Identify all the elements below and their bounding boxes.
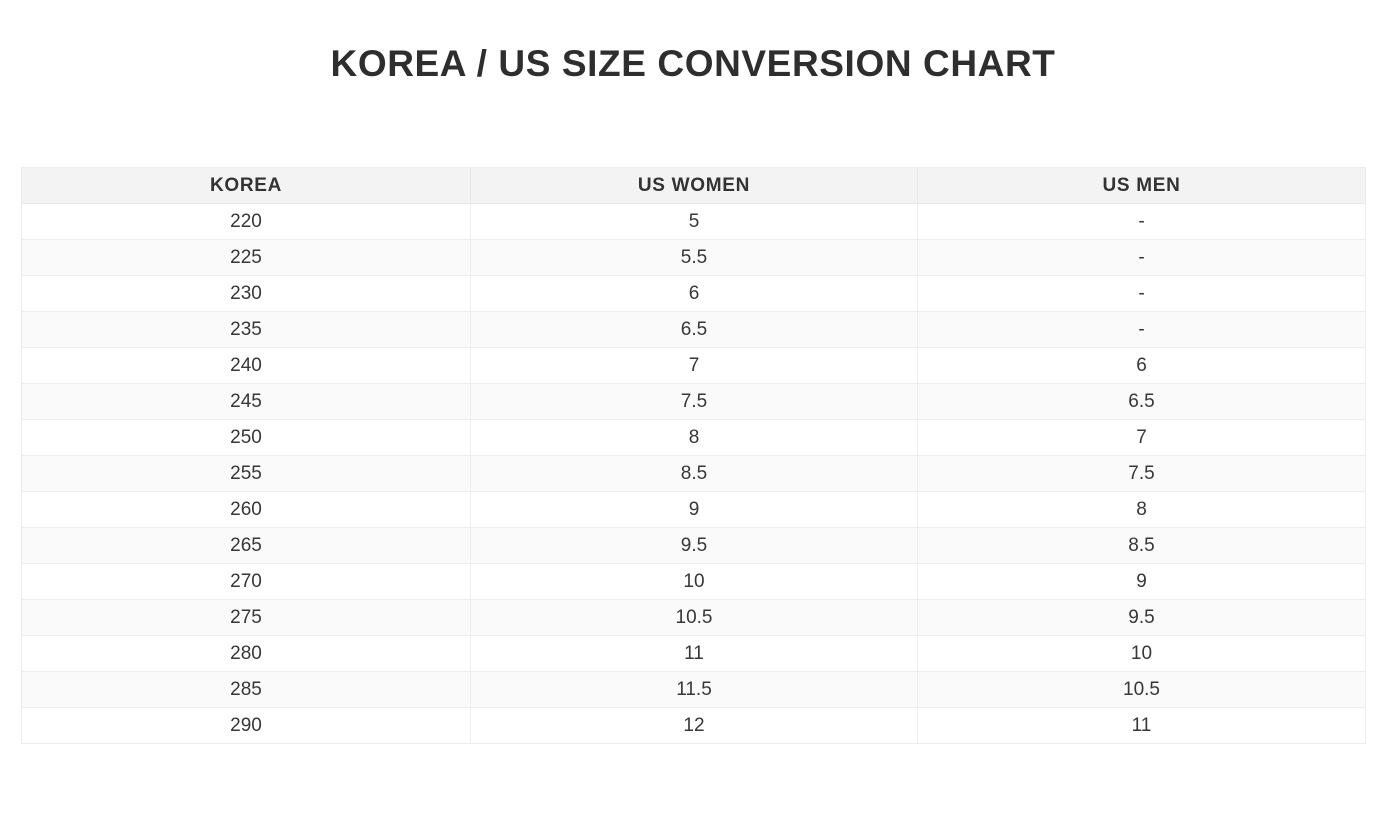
table-row: 235 6.5- (21, 311, 1366, 348)
cell-us-men: - (917, 311, 1366, 348)
table-row: 290 12 11 (21, 707, 1366, 744)
cell-us-men: 11 (917, 707, 1366, 744)
cell-korea: 225 (21, 239, 471, 276)
column-header-us-women: US WOMEN (470, 167, 918, 204)
cell-us-men: 7.5 (917, 455, 1366, 492)
table-row: 285 11.5 10.5 (21, 671, 1366, 708)
cell-us-men: 9.5 (917, 599, 1366, 636)
cell-korea: 230 (21, 275, 471, 312)
cell-korea: 270 (21, 563, 471, 600)
table-row: 250 8 7 (21, 419, 1366, 456)
cell-korea: 280 (21, 635, 471, 672)
cell-us-men: 10.5 (917, 671, 1366, 708)
size-conversion-table-container: KOREA US WOMEN US MEN 220 5-225 5.5-230 6-2… (21, 167, 1366, 744)
cell-us-women: 9 (470, 491, 918, 528)
cell-us-men: 8.5 (917, 527, 1366, 564)
table-row: 275 10.5 9.5 (21, 599, 1366, 636)
cell-us-women: 7.5 (470, 383, 918, 420)
cell-korea: 265 (21, 527, 471, 564)
cell-us-women: 9.5 (470, 527, 918, 564)
table-row: 245 7.5 6.5 (21, 383, 1366, 420)
cell-us-men: - (917, 203, 1366, 240)
cell-us-women: 10.5 (470, 599, 918, 636)
cell-us-women: 10 (470, 563, 918, 600)
table-row: 240 7 6 (21, 347, 1366, 384)
cell-korea: 250 (21, 419, 471, 456)
cell-korea: 260 (21, 491, 471, 528)
table-row: 220 5- (21, 203, 1366, 240)
table-row: 225 5.5- (21, 239, 1366, 276)
column-header-us-men: US MEN (917, 167, 1366, 204)
cell-us-men: - (917, 239, 1366, 276)
cell-korea: 290 (21, 707, 471, 744)
cell-us-men: 9 (917, 563, 1366, 600)
page-title: KOREA / US SIZE CONVERSION CHART (330, 42, 1056, 84)
cell-us-women: 11.5 (470, 671, 918, 708)
cell-us-women: 7 (470, 347, 918, 384)
table-row: 260 9 8 (21, 491, 1366, 528)
cell-korea: 245 (21, 383, 471, 420)
cell-us-men: 10 (917, 635, 1366, 672)
column-header-korea: KOREA (21, 167, 471, 204)
cell-korea: 240 (21, 347, 471, 384)
cell-korea: 275 (21, 599, 471, 636)
cell-korea: 235 (21, 311, 471, 348)
size-conversion-table: KOREA US WOMEN US MEN 220 5-225 5.5-230 6-2… (21, 167, 1366, 744)
cell-korea: 220 (21, 203, 471, 240)
cell-korea: 285 (21, 671, 471, 708)
cell-us-men: 8 (917, 491, 1366, 528)
table-row: 255 8.5 7.5 (21, 455, 1366, 492)
table-row: 230 6- (21, 275, 1366, 312)
cell-us-men: - (917, 275, 1366, 312)
cell-us-women: 8.5 (470, 455, 918, 492)
table-row: 280 11 10 (21, 635, 1366, 672)
table-body: 220 5-225 5.5-230 6-235 6.5-240 7 6 245 7.5 6.5 25… (21, 203, 1366, 744)
cell-korea: 255 (21, 455, 471, 492)
cell-us-women: 6 (470, 275, 918, 312)
cell-us-women: 5.5 (470, 239, 918, 276)
table-row: 265 9.5 8.5 (21, 527, 1366, 564)
cell-us-women: 8 (470, 419, 918, 456)
cell-us-women: 6.5 (470, 311, 918, 348)
cell-us-women: 5 (470, 203, 918, 240)
cell-us-women: 11 (470, 635, 918, 672)
table-header-row: KOREA US WOMEN US MEN (21, 167, 1366, 204)
cell-us-men: 6 (917, 347, 1366, 384)
table-row: 270 10 9 (21, 563, 1366, 600)
cell-us-men: 6.5 (917, 383, 1366, 420)
cell-us-men: 7 (917, 419, 1366, 456)
cell-us-women: 12 (470, 707, 918, 744)
table-header: KOREA US WOMEN US MEN (21, 167, 1366, 204)
